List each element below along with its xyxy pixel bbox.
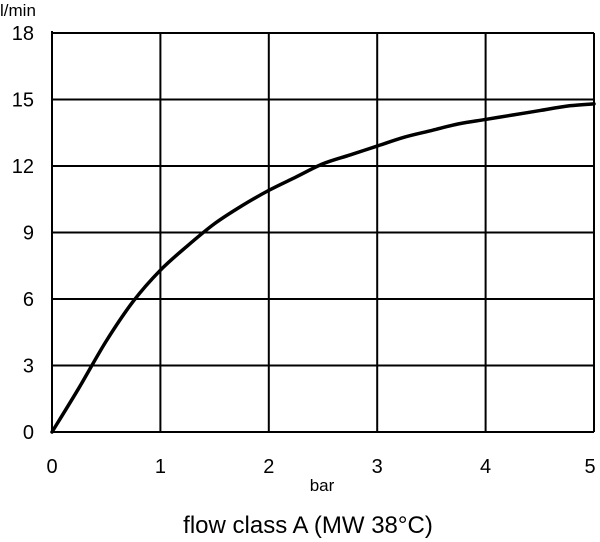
y-tick-label: 3 [23, 356, 34, 378]
x-tick-label: 5 [584, 456, 595, 478]
series-line [50, 102, 596, 434]
x-axis-label: bar [310, 476, 335, 495]
x-tick-label: 0 [46, 456, 57, 478]
y-tick-label: 12 [12, 156, 34, 178]
x-tick-label: 2 [263, 456, 274, 478]
y-axis-label: l/min [0, 1, 36, 20]
y-tick-label: 18 [12, 23, 34, 45]
chart-caption: flow class A (MW 38°C) [183, 512, 433, 539]
axes [51, 31, 594, 433]
x-tick-label: 4 [480, 456, 491, 478]
x-tick-label: 1 [155, 456, 166, 478]
y-tick-label: 0 [23, 422, 34, 444]
y-tick-labels: 0 3 6 9 12 15 18 [12, 23, 34, 444]
y-tick-label: 6 [23, 289, 34, 311]
x-tick-label: 3 [372, 456, 383, 478]
y-tick-label: 9 [23, 223, 34, 245]
x-tick-labels: 0 1 2 3 4 5 [46, 456, 595, 478]
gridlines [52, 32, 595, 432]
y-tick-label: 15 [12, 90, 34, 112]
